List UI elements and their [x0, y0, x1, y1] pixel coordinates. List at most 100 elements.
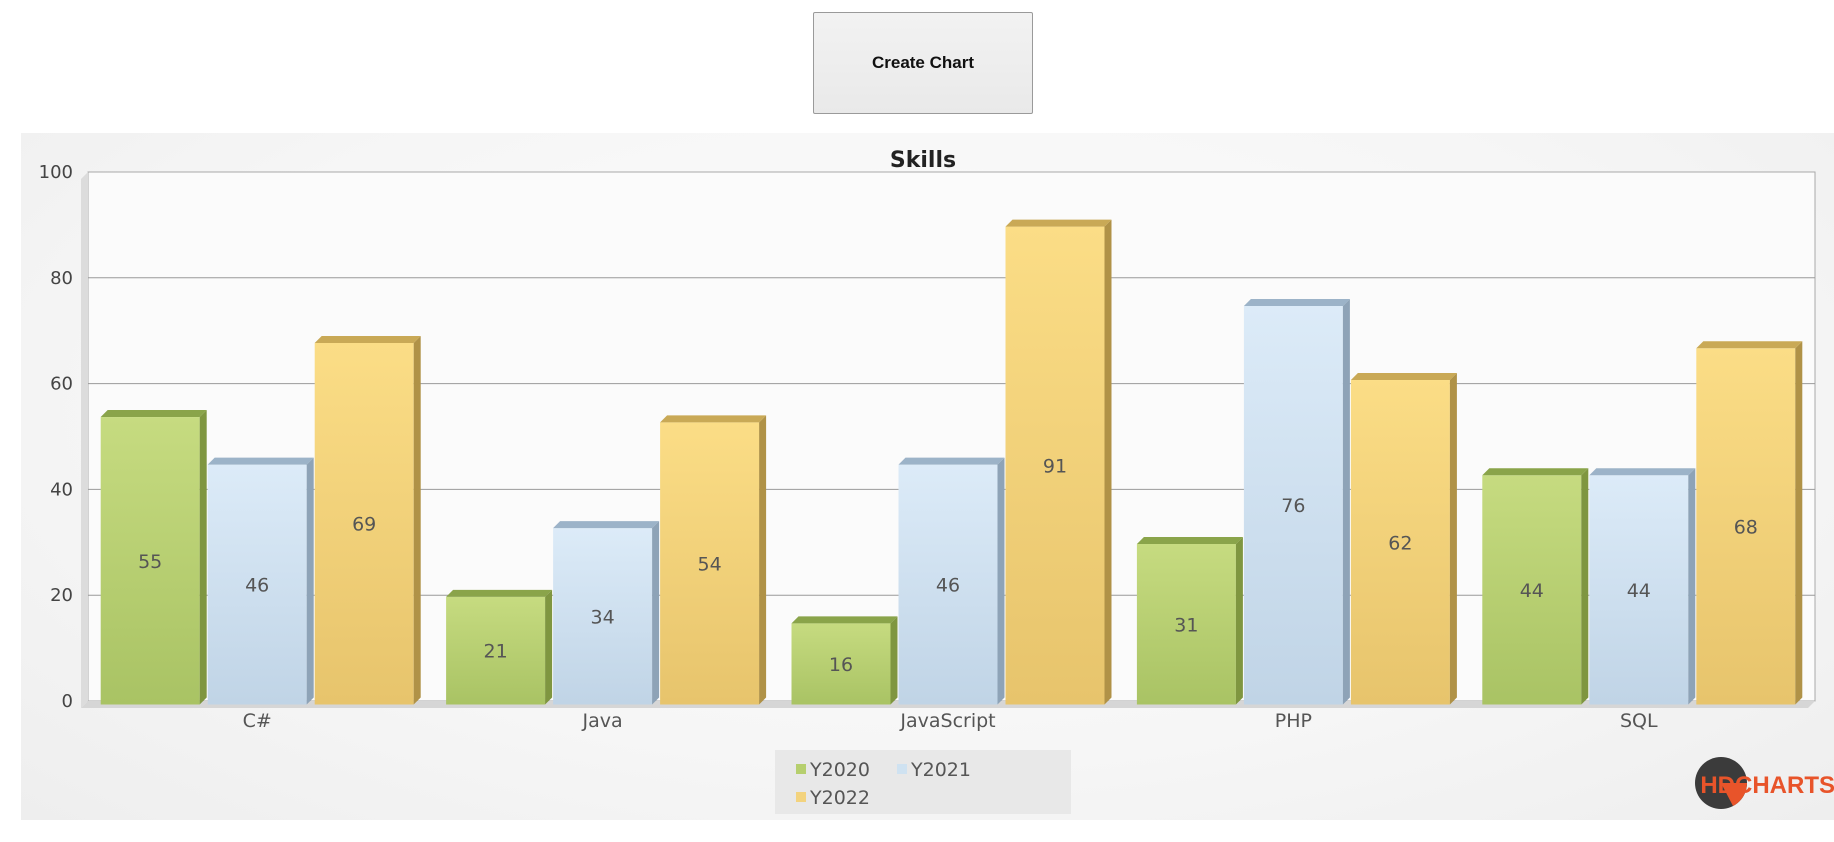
bar [1482, 468, 1589, 705]
legend-swatch [796, 764, 806, 774]
data-label: 46 [936, 575, 960, 597]
bar-top [1589, 468, 1696, 476]
y-tick-label: 20 [50, 585, 73, 606]
bar-top [553, 521, 660, 529]
bar-front [446, 596, 546, 705]
bar [1589, 468, 1696, 705]
bar [314, 335, 421, 705]
bar-side [306, 457, 314, 705]
data-label: 68 [1734, 516, 1758, 538]
bar-side [1104, 219, 1112, 705]
bar-top [1696, 341, 1803, 349]
bar-front [791, 623, 891, 705]
chart-title: Skills [890, 148, 956, 173]
data-label: 21 [484, 641, 508, 663]
create-chart-button[interactable]: Create Chart [813, 12, 1033, 114]
bar-top [1482, 468, 1589, 476]
bar-side [1795, 341, 1803, 705]
data-label: 34 [591, 606, 615, 628]
skills-bar-chart: 0 20 40 60 80 100 55 46 69 21 34 54 16 46 91 31 76 62 44 4… [39, 148, 1834, 814]
left-wall [81, 172, 88, 708]
legend-label: Y2020 [809, 759, 870, 781]
logo-text: HDCHARTS [1700, 772, 1834, 799]
bar [553, 521, 660, 705]
bar-front [314, 342, 414, 705]
legend-swatch [796, 792, 806, 802]
bar-side [759, 415, 767, 705]
bar [791, 616, 898, 705]
legend: Y2020 Y2021 Y2022 [775, 750, 1071, 814]
data-label: 62 [1388, 532, 1412, 554]
bar-side [1449, 373, 1457, 705]
bar-top [898, 457, 1005, 465]
bar-side [1342, 298, 1350, 705]
bar-side [1235, 537, 1243, 705]
bars [100, 219, 1803, 705]
bar-top [314, 335, 421, 343]
bar-side [199, 410, 207, 705]
y-tick-label: 100 [39, 162, 73, 183]
x-tick-label: JavaScript [899, 710, 995, 732]
data-label: 55 [138, 551, 162, 573]
bar [1136, 537, 1243, 705]
data-label: 16 [829, 654, 853, 676]
data-label: 44 [1520, 580, 1544, 602]
bar-side [652, 521, 660, 705]
bar-side [545, 589, 553, 705]
bar-front [207, 464, 307, 705]
data-label: 31 [1174, 614, 1198, 636]
x-tick-label: SQL [1620, 710, 1658, 732]
y-tick-label: 60 [50, 374, 73, 395]
bar-front [1350, 380, 1450, 705]
bar [660, 415, 767, 705]
bar-front [660, 422, 760, 705]
data-label: 69 [352, 514, 376, 536]
data-label: 46 [245, 575, 269, 597]
bar-side [890, 616, 898, 705]
data-label: 91 [1043, 456, 1067, 478]
bar-front [100, 417, 200, 705]
bar-side [1581, 468, 1589, 705]
y-tick-label: 40 [50, 479, 73, 500]
bar-top [1350, 373, 1457, 381]
bar-top [207, 457, 314, 465]
x-tick-label: Java [582, 710, 623, 732]
bar-top [660, 415, 767, 423]
legend-box [775, 750, 1071, 814]
legend-swatch [897, 764, 907, 774]
bar [1696, 341, 1803, 705]
data-label: 76 [1281, 495, 1305, 517]
bar-side [997, 457, 1005, 705]
bar-front [1005, 226, 1105, 705]
bar-top [1005, 219, 1112, 227]
y-tick-label: 0 [62, 691, 73, 712]
bar [100, 410, 207, 705]
bar-front [1136, 544, 1236, 705]
bar-front [898, 464, 998, 705]
bar [207, 457, 314, 705]
bar-front [1243, 305, 1343, 705]
y-tick-label: 80 [50, 268, 73, 289]
bar [1243, 298, 1350, 705]
bar-top [446, 589, 553, 597]
bar-top [1243, 298, 1350, 306]
bar-top [1136, 537, 1243, 545]
x-tick-label: PHP [1275, 710, 1312, 732]
x-axis-ticks: C# Java JavaScript PHP SQL [243, 710, 1658, 732]
bar [1350, 373, 1457, 705]
data-label: 44 [1627, 580, 1651, 602]
bar [446, 589, 553, 705]
logo-slice-icon [1721, 783, 1747, 806]
bar [1005, 219, 1112, 705]
bar [898, 457, 1005, 705]
legend-label: Y2022 [809, 787, 870, 809]
hdcharts-logo: HDCHARTS [1695, 757, 1834, 809]
bar-front [553, 528, 653, 705]
y-axis-ticks: 0 20 40 60 80 100 [39, 162, 73, 712]
bar-top [791, 616, 898, 624]
data-labels: 55 46 69 21 34 54 16 46 91 31 76 62 44 44 68 [138, 456, 1758, 676]
x-tick-label: C# [243, 710, 272, 732]
bar-side [413, 335, 421, 705]
bar-side [1688, 468, 1696, 705]
chart-panel: 0 20 40 60 80 100 55 46 69 21 34 54 16 46 91 31 76 62 44 4… [21, 133, 1834, 820]
